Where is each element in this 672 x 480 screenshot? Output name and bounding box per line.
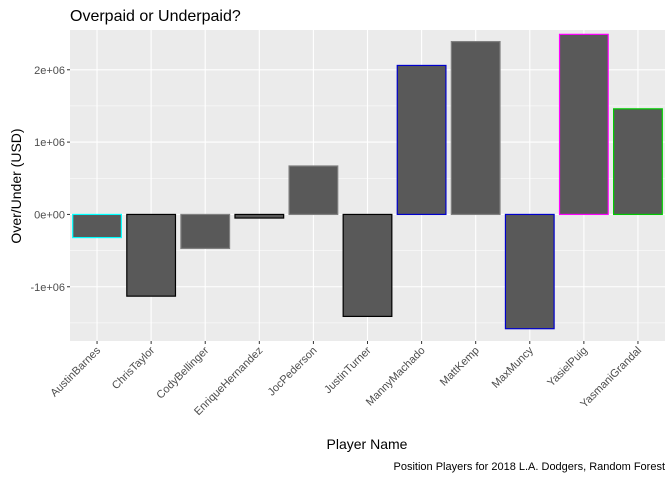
chart-caption: Position Players for 2018 L.A. Dodgers, … [394,461,665,473]
bar-justinturner [342,213,393,318]
y-axis-title: Over/Under (USD) [8,128,24,243]
bar-austinbarnes [72,213,122,239]
bar-codybellinger [180,213,231,250]
x-axis-title: Player Name [327,436,408,452]
bar-jocpederson [288,165,339,216]
x-tick-label: YasielPuig [545,345,590,390]
bar-yasmanigrandal [613,108,663,216]
bars [72,33,663,330]
bar-mannymachado [396,64,447,216]
x-tick-label: MattKemp [438,345,482,389]
x-tick-label: AustinBarnes [48,344,103,399]
bar-yasielpuig [558,33,609,216]
x-tick-label: MannyMachado [364,345,428,409]
chart-title: Overpaid or Underpaid? [70,8,241,25]
x-tick-label: JustinTurner [322,344,374,396]
y-tick-label: 2e+06 [34,65,65,77]
x-tick-label: ChrisTaylor [110,344,158,392]
x-tick-label: MaxMuncy [490,344,536,390]
bar-enriquehernandez [234,213,285,219]
y-axis: -1e+06 0e+00 1e+06 2e+06 [30,65,70,294]
y-tick-label: 0e+00 [34,209,65,221]
bar-maxmuncy [504,213,555,330]
y-tick-label: -1e+06 [30,282,65,294]
x-axis: AustinBarnes ChrisTaylorCodyBellingerEnri… [48,341,644,418]
bar-christaylor [126,213,177,297]
y-tick-label: 1e+06 [34,137,65,149]
bar-mattkemp [450,40,501,216]
x-tick-label: JocPederson [266,345,320,399]
x-tick-label: CodyBellinger [154,344,211,401]
